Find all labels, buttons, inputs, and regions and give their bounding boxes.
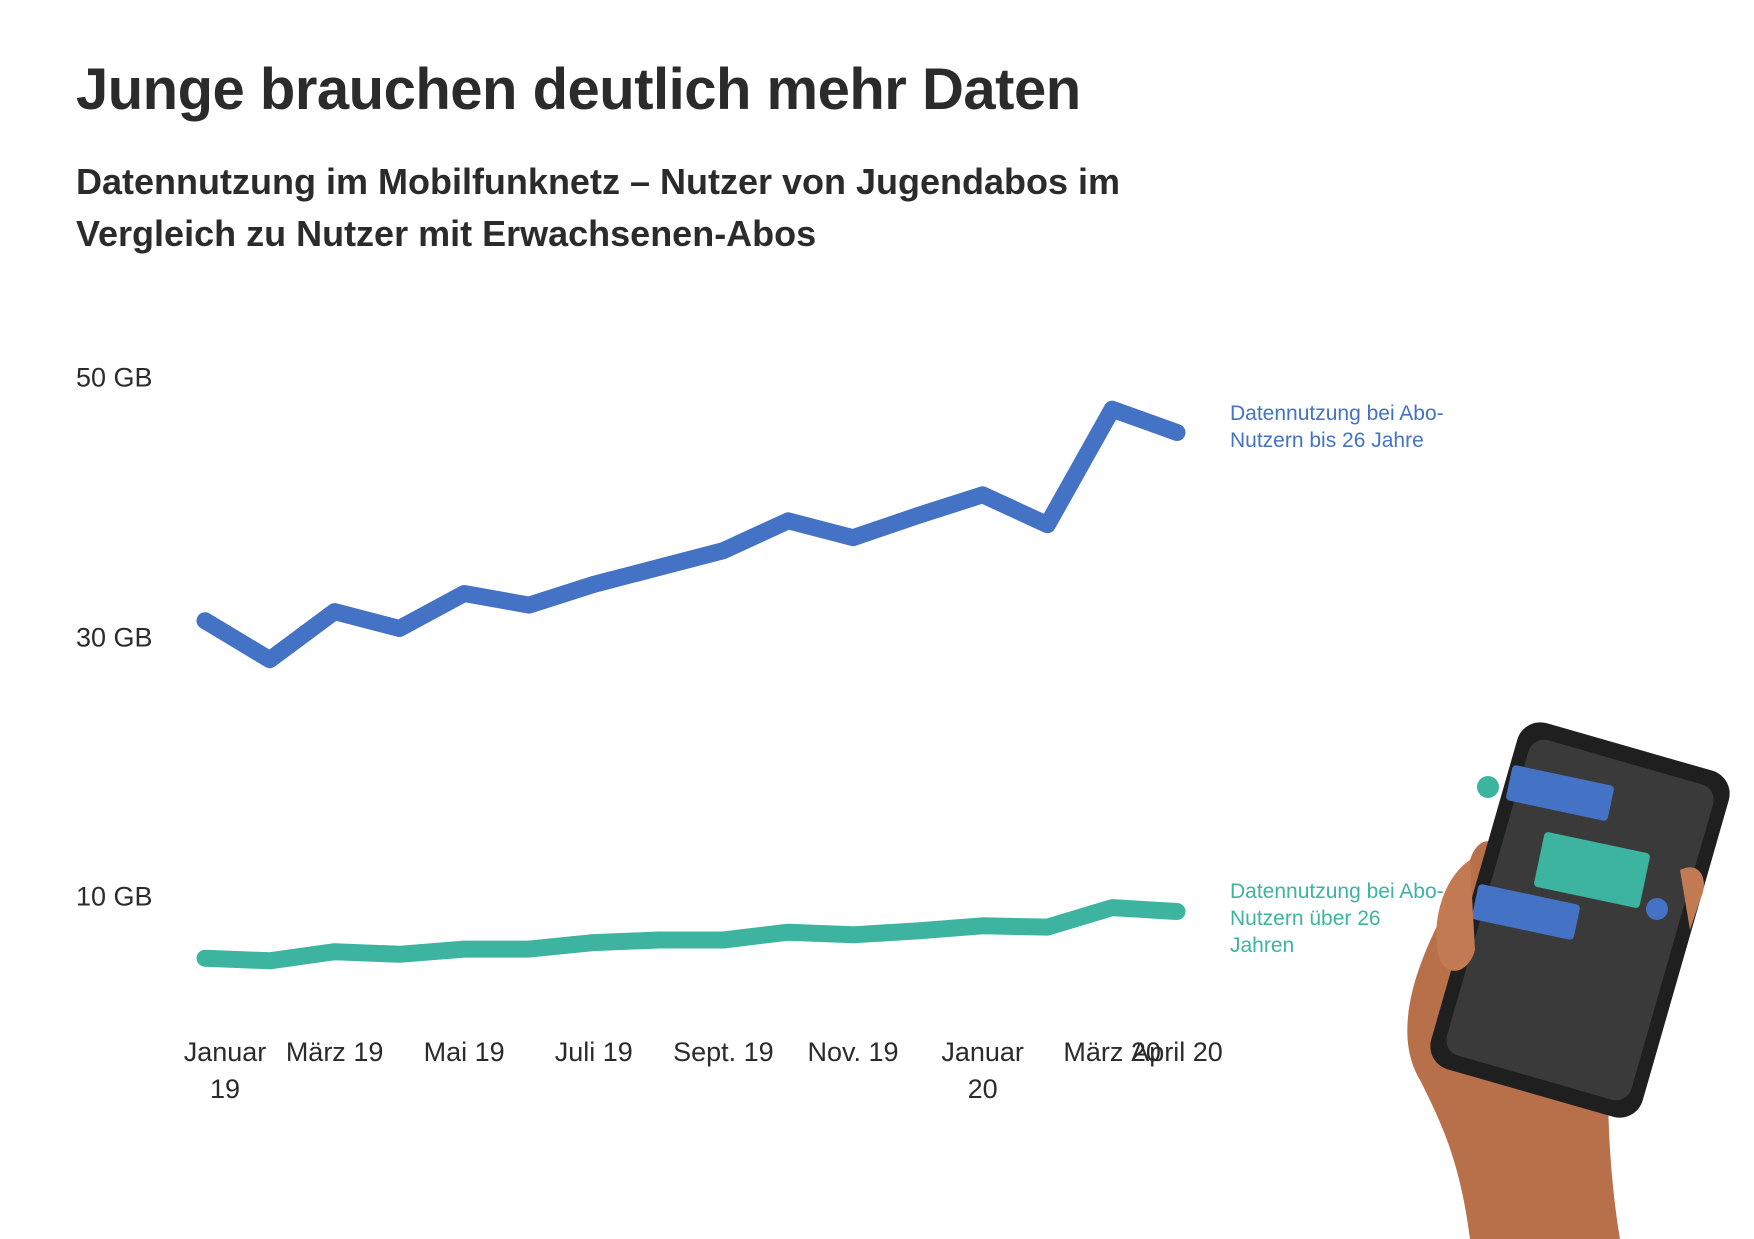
x-tick-label: Sept. 19 bbox=[673, 1037, 774, 1067]
x-tick-label: Januar 19 bbox=[183, 1037, 267, 1104]
data-line bbox=[196, 899, 1186, 970]
chart-title: Junge brauchen deutlich mehr Daten bbox=[76, 57, 1081, 122]
x-tick-label: Juli 19 bbox=[554, 1037, 633, 1067]
series-label: Datennutzung bei Abo-Nutzern über 26 Jah… bbox=[1230, 880, 1444, 958]
phone-illustration bbox=[1407, 722, 1730, 1239]
x-tick-label: Nov. 19 bbox=[807, 1037, 899, 1067]
y-tick-label: 30 GB bbox=[76, 622, 153, 653]
x-tick-label: Januar 20 bbox=[941, 1037, 1024, 1104]
chart-subtitle: Datennutzung im Mobilfunknetz – Nutzer v… bbox=[76, 161, 1121, 254]
data-line bbox=[196, 400, 1186, 669]
y-tick-label: 50 GB bbox=[76, 362, 153, 393]
x-tick-label: März 20 bbox=[1063, 1037, 1161, 1067]
x-tick-label: Mai 19 bbox=[423, 1037, 505, 1067]
x-tick-label: April 20 bbox=[1131, 1037, 1223, 1067]
x-tick-label: März 19 bbox=[285, 1037, 384, 1067]
y-tick-label: 10 GB bbox=[76, 881, 153, 912]
series-label: Datennutzung bei Abo-Nutzern bis 26 Jahr… bbox=[1230, 401, 1444, 452]
